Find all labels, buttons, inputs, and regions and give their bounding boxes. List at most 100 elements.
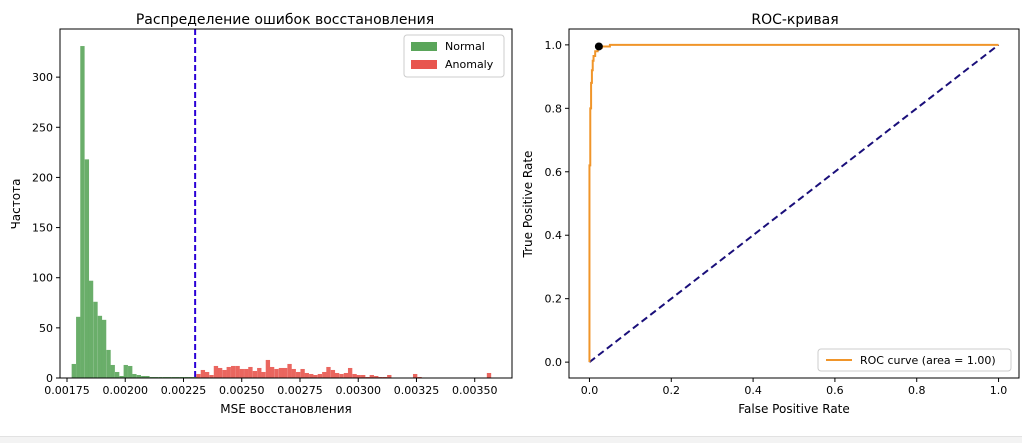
roc-x-ticks: 0.0 0.2 0.4 0.6 0.8 1.0 <box>581 378 1008 397</box>
roc-x-tick-label: 0.2 <box>663 384 681 397</box>
histogram-bar-normal <box>71 363 76 378</box>
histogram-bar-anomaly <box>317 373 323 378</box>
histogram-xlabel: MSE восстановления <box>220 402 352 416</box>
histogram-bar-normal <box>166 376 172 378</box>
histogram-bar-normal <box>158 376 163 378</box>
roc-panel: ROC-кривая 0.0 0.2 0.4 0.6 0.8 1.0 0.0 0.2 0.4 0… <box>521 12 1020 416</box>
histogram-bar-normal <box>80 46 85 378</box>
histogram-bar-anomaly <box>300 368 305 378</box>
roc-y-tick-label: 1.0 <box>545 39 563 52</box>
histogram-bar-anomaly <box>226 366 231 378</box>
histogram-bar-normal <box>106 349 111 378</box>
histogram-legend: Normal Anomaly <box>403 34 505 78</box>
legend-swatch-anomaly <box>411 60 437 69</box>
histogram-x-tick-label: 0.00300 <box>335 384 381 397</box>
histogram-bar-anomaly <box>309 373 314 378</box>
histogram-bar-normal <box>110 364 115 378</box>
histogram-bar-anomaly <box>252 370 258 378</box>
histogram-title: Распределение ошибок восстановления <box>136 12 434 28</box>
histogram-bar-anomaly <box>209 374 214 378</box>
histogram-bar-normal <box>76 316 81 378</box>
histogram-bars <box>71 46 492 378</box>
roc-x-tick-label: 0.6 <box>826 384 844 397</box>
histogram-bar-normal <box>128 365 133 378</box>
roc-legend: ROC curve (area = 1.00) <box>817 348 1012 372</box>
histogram-bar-normal <box>123 364 128 378</box>
histogram-bar-anomaly <box>412 373 418 378</box>
histogram-x-tick-label: 0.00275 <box>277 384 323 397</box>
roc-title: ROC-кривая <box>751 12 838 28</box>
roc-x-tick-label: 0.0 <box>581 384 599 397</box>
histogram-bar-anomaly <box>265 359 271 378</box>
histogram-bar-anomaly <box>356 374 361 378</box>
histogram-y-tick-label: 50 <box>39 322 53 335</box>
histogram-bar-normal <box>97 315 103 378</box>
histogram-bar-normal <box>153 376 159 378</box>
histogram-axes-frame <box>59 28 513 379</box>
histogram-bar-anomaly <box>382 376 388 378</box>
roc-legend-box <box>817 348 1012 372</box>
histogram-bar-anomaly <box>322 371 327 378</box>
histogram-bar-anomaly <box>248 366 253 378</box>
histogram-y-ticks: 0 50 100 150 200 250 300 <box>32 71 60 385</box>
roc-y-tick-label: 0.0 <box>545 356 563 369</box>
histogram-bar-anomaly <box>217 367 223 378</box>
legend-label-normal: Normal <box>445 40 485 53</box>
histogram-bar-anomaly <box>291 368 296 378</box>
roc-legend-label: ROC curve (area = 1.00) <box>860 354 996 367</box>
histogram-bar-normal <box>171 376 176 378</box>
histogram-bar-anomaly <box>387 374 392 378</box>
histogram-ylabel: Частота <box>9 179 23 230</box>
histogram-bar-normal <box>88 280 94 378</box>
histogram-bar-normal <box>179 376 185 378</box>
histogram-x-tick-label: 0.00325 <box>394 384 440 397</box>
histogram-bar-anomaly <box>296 371 301 378</box>
legend-label-anomaly: Anomaly <box>445 58 494 71</box>
histogram-bar-normal <box>193 376 198 378</box>
histogram-bar-anomaly <box>231 365 236 378</box>
histogram-x-tick-label: 0.00250 <box>219 384 265 397</box>
roc-y-ticks: 0.0 0.2 0.4 0.6 0.8 1.0 <box>545 39 569 369</box>
roc-x-tick-label: 0.4 <box>744 384 762 397</box>
roc-diagonal-line <box>588 44 1000 363</box>
roc-y-tick-label: 0.4 <box>545 229 563 242</box>
histogram-bar-normal <box>101 319 107 378</box>
histogram-x-tick-label: 0.00225 <box>161 384 207 397</box>
histogram-y-tick-label: 150 <box>32 222 53 235</box>
histogram-bar-anomaly <box>261 371 266 378</box>
bottom-scroll-strip <box>0 436 1022 443</box>
histogram-bar-anomaly <box>278 367 284 378</box>
roc-x-tick-label: 1.0 <box>990 384 1008 397</box>
histogram-bar-anomaly <box>417 376 422 378</box>
histogram-panel: Распределение ошибок восстановления 0.00… <box>9 12 513 416</box>
histogram-bar-anomaly <box>330 369 336 378</box>
roc-optimal-point <box>594 42 603 51</box>
histogram-bar-normal <box>119 375 124 378</box>
histogram-y-tick-label: 300 <box>32 71 53 84</box>
histogram-bar-anomaly <box>326 366 331 378</box>
roc-xlabel: False Positive Rate <box>738 402 850 416</box>
histogram-bar-normal <box>84 159 90 378</box>
histogram-x-tick-label: 0.00200 <box>102 384 148 397</box>
histogram-bar-anomaly <box>269 366 275 378</box>
histogram-bar-anomaly <box>365 376 370 378</box>
legend-swatch-normal <box>411 42 437 51</box>
histogram-bar-normal <box>184 376 189 378</box>
histogram-x-ticks: 0.00175 0.00200 0.00225 0.00250 0.00275 0.003… <box>44 378 497 397</box>
histogram-bar-anomaly <box>274 368 279 378</box>
histogram-bar-anomaly <box>361 374 366 378</box>
histogram-bar-anomaly <box>369 374 374 378</box>
histogram-bar-anomaly <box>343 372 349 378</box>
histogram-bar-anomaly <box>313 374 318 378</box>
histogram-bar-normal <box>149 376 155 378</box>
histogram-y-tick-label: 0 <box>46 372 53 385</box>
histogram-bar-normal <box>114 371 120 378</box>
roc-ylabel: True Positive Rate <box>521 151 535 259</box>
histogram-bar-anomaly <box>352 373 357 378</box>
histogram-bar-anomaly <box>378 376 383 378</box>
histogram-bar-anomaly <box>235 365 240 378</box>
roc-axes-frame <box>568 28 1020 379</box>
histogram-bar-normal <box>175 376 180 378</box>
histogram-bar-anomaly <box>282 367 288 378</box>
histogram-bar-anomaly <box>257 367 262 378</box>
